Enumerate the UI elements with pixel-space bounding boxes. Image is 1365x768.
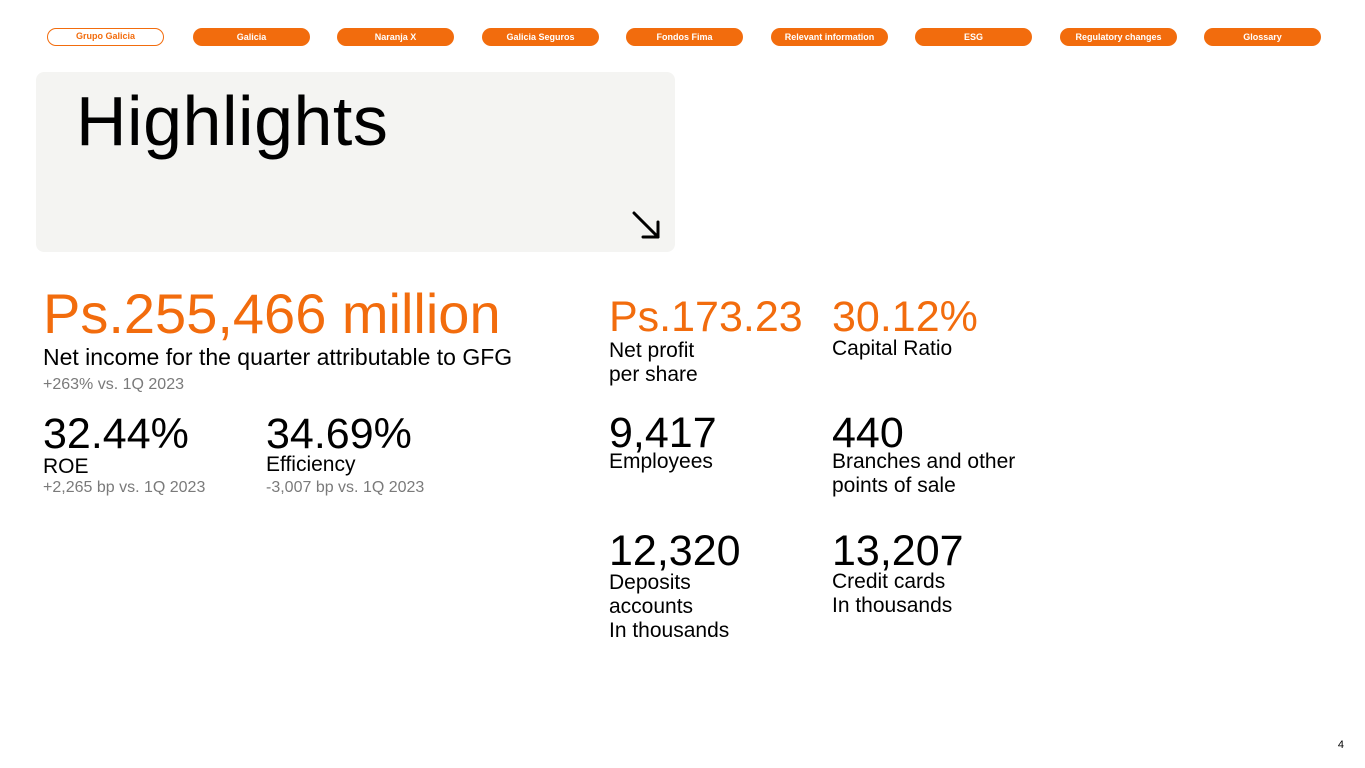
tab-regulatory-changes[interactable]: Regulatory changes [1060, 28, 1177, 46]
net-profit-share-label-line2: per share [609, 363, 698, 386]
deposits-label-line3: In thousands [609, 619, 730, 642]
page-number: 4 [1337, 739, 1344, 751]
capital-ratio-label: Capital Ratio [832, 337, 953, 360]
deposits-label-line2: accounts [609, 595, 694, 618]
tab-fondos-fima[interactable]: Fondos Fima [626, 28, 743, 46]
deposits-label-line1: Deposits [609, 571, 691, 594]
net-profit-share-value: Ps.173.23 [609, 293, 803, 341]
tab-grupo-galicia[interactable]: Grupo Galicia [47, 28, 164, 46]
branches-label-line1: Branches and other [832, 450, 1016, 473]
efficiency-value: 34.69% [266, 410, 412, 458]
tab-naranja-x[interactable]: Naranja X [337, 28, 454, 46]
tab-relevant-information[interactable]: Relevant information [771, 28, 888, 46]
credit-cards-value: 13,207 [832, 527, 964, 575]
roe-value: 32.44% [43, 410, 189, 458]
credit-cards-label-line1: Credit cards [832, 570, 946, 593]
roe-label: ROE [43, 455, 89, 478]
net-income-value: Ps.255,466 million [43, 282, 501, 345]
tab-esg[interactable]: ESG [915, 28, 1032, 46]
efficiency-change: -3,007 bp vs. 1Q 2023 [266, 479, 425, 496]
net-profit-share-label-line1: Net profit [609, 339, 695, 362]
credit-cards-label-line2: In thousands [832, 594, 953, 617]
page-title: Highlights [76, 82, 389, 160]
section-nav: Grupo Galicia Galicia Naranja X Galicia … [47, 28, 1321, 46]
roe-change: +2,265 bp vs. 1Q 2023 [43, 479, 206, 496]
arrow-down-right-icon [632, 211, 660, 239]
tab-glossary[interactable]: Glossary [1204, 28, 1321, 46]
deposits-value: 12,320 [609, 527, 741, 575]
branches-value: 440 [832, 409, 904, 457]
net-income-change: +263% vs. 1Q 2023 [43, 376, 184, 393]
employees-value: 9,417 [609, 409, 717, 457]
title-panel: Highlights [36, 72, 675, 252]
branches-label-line2: points of sale [832, 474, 956, 497]
tab-galicia-seguros[interactable]: Galicia Seguros [482, 28, 599, 46]
net-income-label: Net income for the quarter attributable … [43, 344, 513, 370]
capital-ratio-value: 30.12% [832, 293, 978, 341]
efficiency-label: Efficiency [266, 453, 356, 476]
tab-galicia[interactable]: Galicia [193, 28, 310, 46]
employees-label: Employees [609, 450, 713, 473]
